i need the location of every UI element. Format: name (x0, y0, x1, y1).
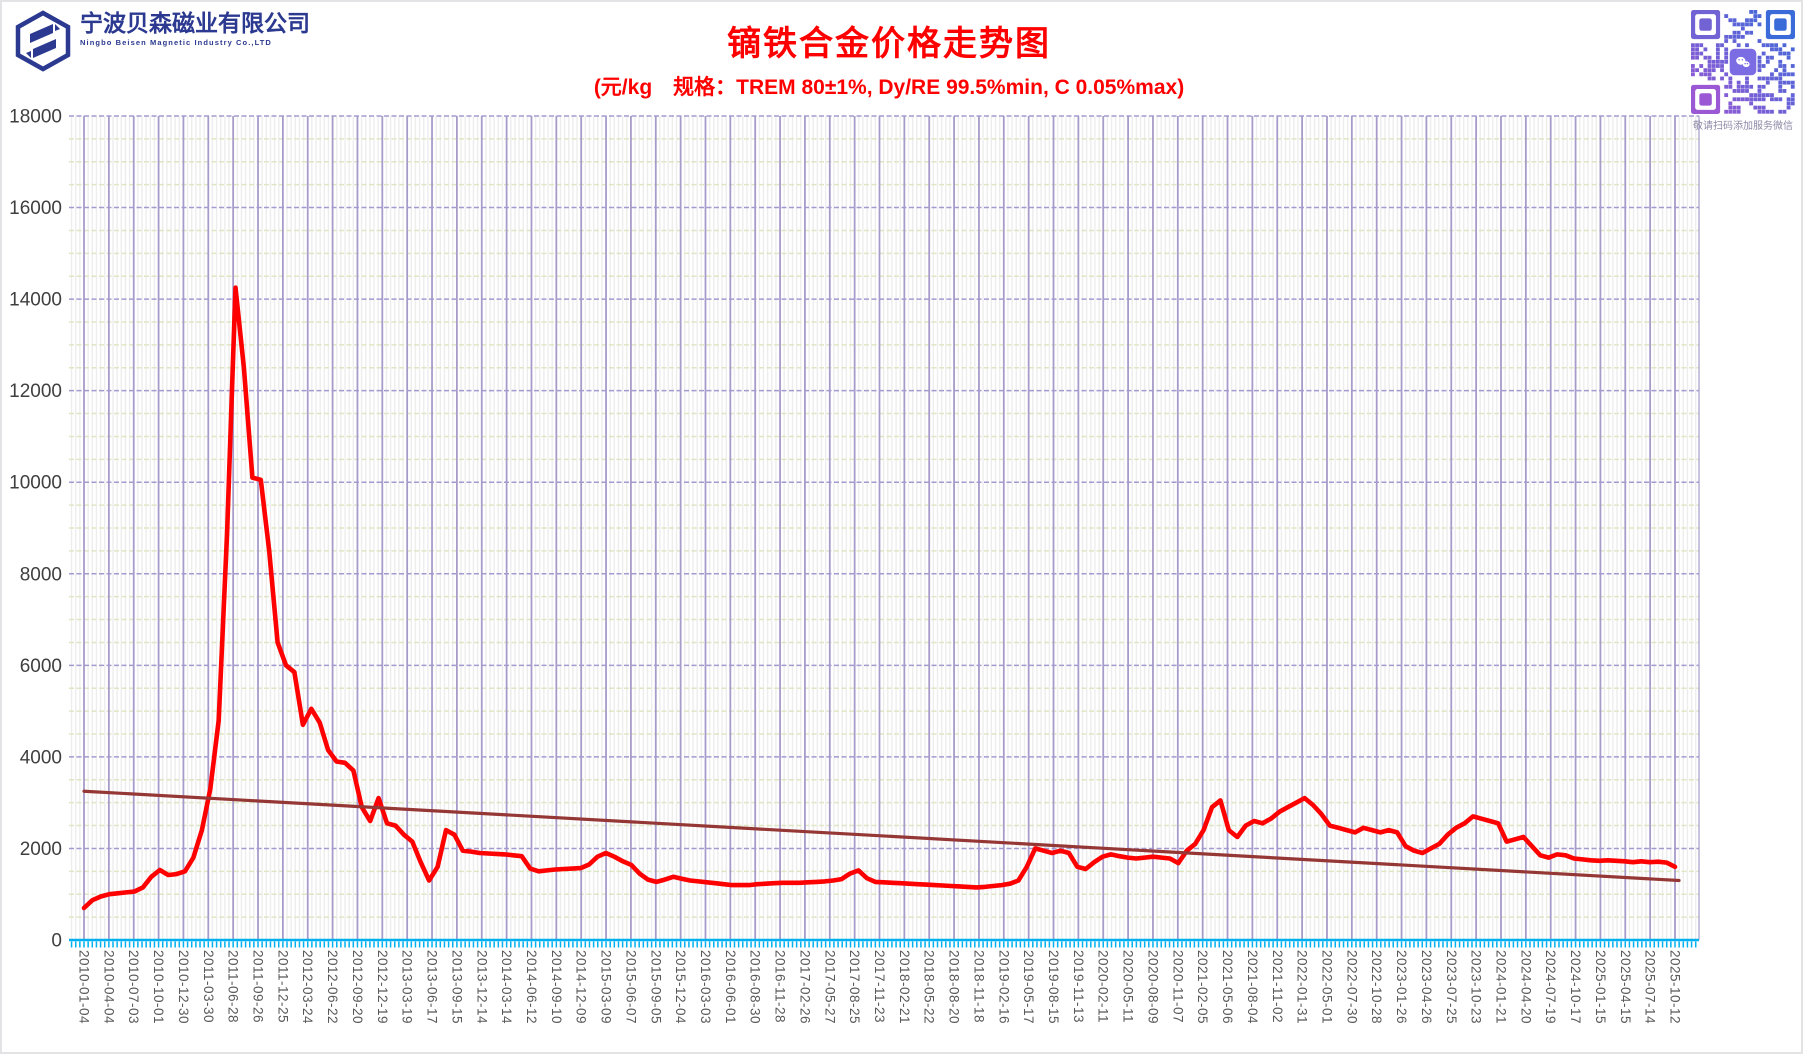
svg-text:2012-03-24: 2012-03-24 (300, 950, 315, 1024)
svg-text:2011-09-26: 2011-09-26 (251, 950, 266, 1023)
svg-text:2025-07-14: 2025-07-14 (1643, 950, 1658, 1024)
logo-hexagon-icon (15, 10, 71, 72)
svg-text:2014-12-09: 2014-12-09 (574, 950, 589, 1024)
svg-text:2016-11-28: 2016-11-28 (773, 950, 788, 1023)
svg-text:14000: 14000 (9, 290, 62, 311)
svg-text:2023-10-23: 2023-10-23 (1469, 950, 1484, 1024)
svg-text:2015-06-07: 2015-06-07 (623, 950, 638, 1024)
svg-text:10000: 10000 (9, 473, 62, 494)
svg-text:2012-12-19: 2012-12-19 (375, 950, 390, 1024)
svg-text:2022-07-30: 2022-07-30 (1344, 950, 1359, 1024)
svg-text:6000: 6000 (20, 656, 62, 677)
svg-text:2021-05-06: 2021-05-06 (1220, 950, 1235, 1024)
svg-text:2021-11-02: 2021-11-02 (1270, 950, 1285, 1023)
svg-text:2015-09-05: 2015-09-05 (648, 950, 663, 1024)
svg-text:2014-06-12: 2014-06-12 (524, 950, 539, 1024)
svg-text:2023-04-26: 2023-04-26 (1419, 950, 1434, 1024)
svg-text:4000: 4000 (20, 747, 62, 768)
svg-text:2024-07-19: 2024-07-19 (1543, 950, 1558, 1024)
svg-text:12000: 12000 (9, 381, 62, 402)
svg-text:2023-07-25: 2023-07-25 (1444, 950, 1459, 1024)
svg-text:2024-01-21: 2024-01-21 (1493, 950, 1508, 1024)
svg-text:2010-10-01: 2010-10-01 (151, 950, 166, 1024)
svg-text:2019-05-17: 2019-05-17 (1021, 950, 1036, 1024)
grid-major-vertical (83, 116, 1700, 940)
svg-text:2018-08-20: 2018-08-20 (947, 950, 962, 1024)
svg-text:2020-02-11: 2020-02-11 (1096, 950, 1111, 1023)
svg-text:2014-03-14: 2014-03-14 (499, 950, 514, 1024)
svg-text:2025-04-15: 2025-04-15 (1618, 950, 1633, 1024)
svg-text:16000: 16000 (9, 198, 62, 219)
svg-text:2011-12-25: 2011-12-25 (275, 950, 290, 1023)
svg-text:2017-08-25: 2017-08-25 (847, 950, 862, 1024)
svg-text:2018-11-18: 2018-11-18 (971, 950, 986, 1023)
svg-text:2022-01-31: 2022-01-31 (1295, 950, 1310, 1024)
wechat-qr-code (1691, 10, 1795, 114)
y-axis-labels: 0 2000 4000 6000 8000 10000 12000 14000 16000 180… (9, 107, 62, 952)
svg-text:2013-06-17: 2013-06-17 (425, 950, 440, 1024)
company-name-en: Ningbo Beisen Magnetic Industry Co.,LTD (80, 38, 272, 47)
svg-text:2023-01-26: 2023-01-26 (1394, 950, 1409, 1024)
company-name-zh: 宁波贝森磁业有限公司 (80, 10, 310, 36)
svg-text:2013-12-14: 2013-12-14 (474, 950, 489, 1024)
svg-text:2024-10-17: 2024-10-17 (1568, 950, 1583, 1024)
svg-text:2010-04-04: 2010-04-04 (101, 950, 116, 1024)
x-axis-ticks (70, 941, 1697, 948)
svg-text:2025-01-15: 2025-01-15 (1593, 950, 1608, 1024)
svg-text:2019-11-13: 2019-11-13 (1071, 950, 1086, 1023)
svg-text:2017-05-27: 2017-05-27 (822, 950, 837, 1024)
svg-text:2012-06-22: 2012-06-22 (325, 950, 340, 1024)
svg-text:2019-08-15: 2019-08-15 (1046, 950, 1061, 1024)
svg-text:2014-09-10: 2014-09-10 (549, 950, 564, 1024)
svg-text:2017-11-23: 2017-11-23 (872, 950, 887, 1023)
svg-text:2021-08-04: 2021-08-04 (1245, 950, 1260, 1024)
qr-caption: 敬请扫码添加服务微信 (1693, 121, 1793, 132)
svg-text:2022-05-01: 2022-05-01 (1319, 950, 1334, 1024)
svg-text:2013-09-15: 2013-09-15 (449, 950, 464, 1024)
svg-text:2018-05-22: 2018-05-22 (922, 950, 937, 1024)
svg-text:2016-03-03: 2016-03-03 (698, 950, 713, 1024)
svg-text:2015-12-04: 2015-12-04 (673, 950, 688, 1024)
svg-text:2020-05-11: 2020-05-11 (1121, 950, 1136, 1023)
svg-text:0: 0 (51, 931, 62, 952)
svg-text:2017-02-26: 2017-02-26 (797, 950, 812, 1024)
svg-text:2016-06-01: 2016-06-01 (723, 950, 738, 1024)
svg-text:2021-02-05: 2021-02-05 (1195, 950, 1210, 1024)
svg-text:2010-07-03: 2010-07-03 (126, 950, 141, 1024)
svg-text:2022-10-28: 2022-10-28 (1369, 950, 1384, 1024)
svg-text:18000: 18000 (9, 107, 62, 128)
svg-text:2010-01-04: 2010-01-04 (77, 950, 92, 1024)
x-axis-labels: 2010-01-04 2010-04-04 2010-07-03 2010-10-01… (77, 950, 1683, 1024)
svg-text:2015-03-09: 2015-03-09 (599, 950, 614, 1024)
svg-text:2019-02-16: 2019-02-16 (996, 950, 1011, 1024)
svg-text:2013-03-19: 2013-03-19 (400, 950, 415, 1024)
svg-text:2012-09-20: 2012-09-20 (350, 950, 365, 1024)
svg-text:2020-11-07: 2020-11-07 (1170, 950, 1185, 1023)
grid-minor-horizontal (69, 138, 1699, 918)
trend-line (82, 789, 1681, 883)
svg-text:2000: 2000 (20, 839, 62, 860)
grid-major-horizontal (69, 115, 1699, 850)
svg-text:2011-03-30: 2011-03-30 (201, 950, 216, 1023)
svg-text:2024-04-20: 2024-04-20 (1518, 950, 1533, 1024)
svg-text:8000: 8000 (20, 564, 62, 585)
svg-text:2025-10-12: 2025-10-12 (1668, 950, 1683, 1024)
svg-text:2010-12-30: 2010-12-30 (176, 950, 191, 1024)
company-logo: 宁波贝森磁业有限公司 Ningbo Beisen Magnetic Indust… (14, 10, 310, 72)
price-line (81, 285, 1678, 911)
svg-text:2016-08-30: 2016-08-30 (748, 950, 763, 1024)
svg-text:2020-08-09: 2020-08-09 (1145, 950, 1160, 1024)
svg-text:2011-06-28: 2011-06-28 (226, 950, 241, 1023)
svg-text:2018-02-21: 2018-02-21 (897, 950, 912, 1024)
